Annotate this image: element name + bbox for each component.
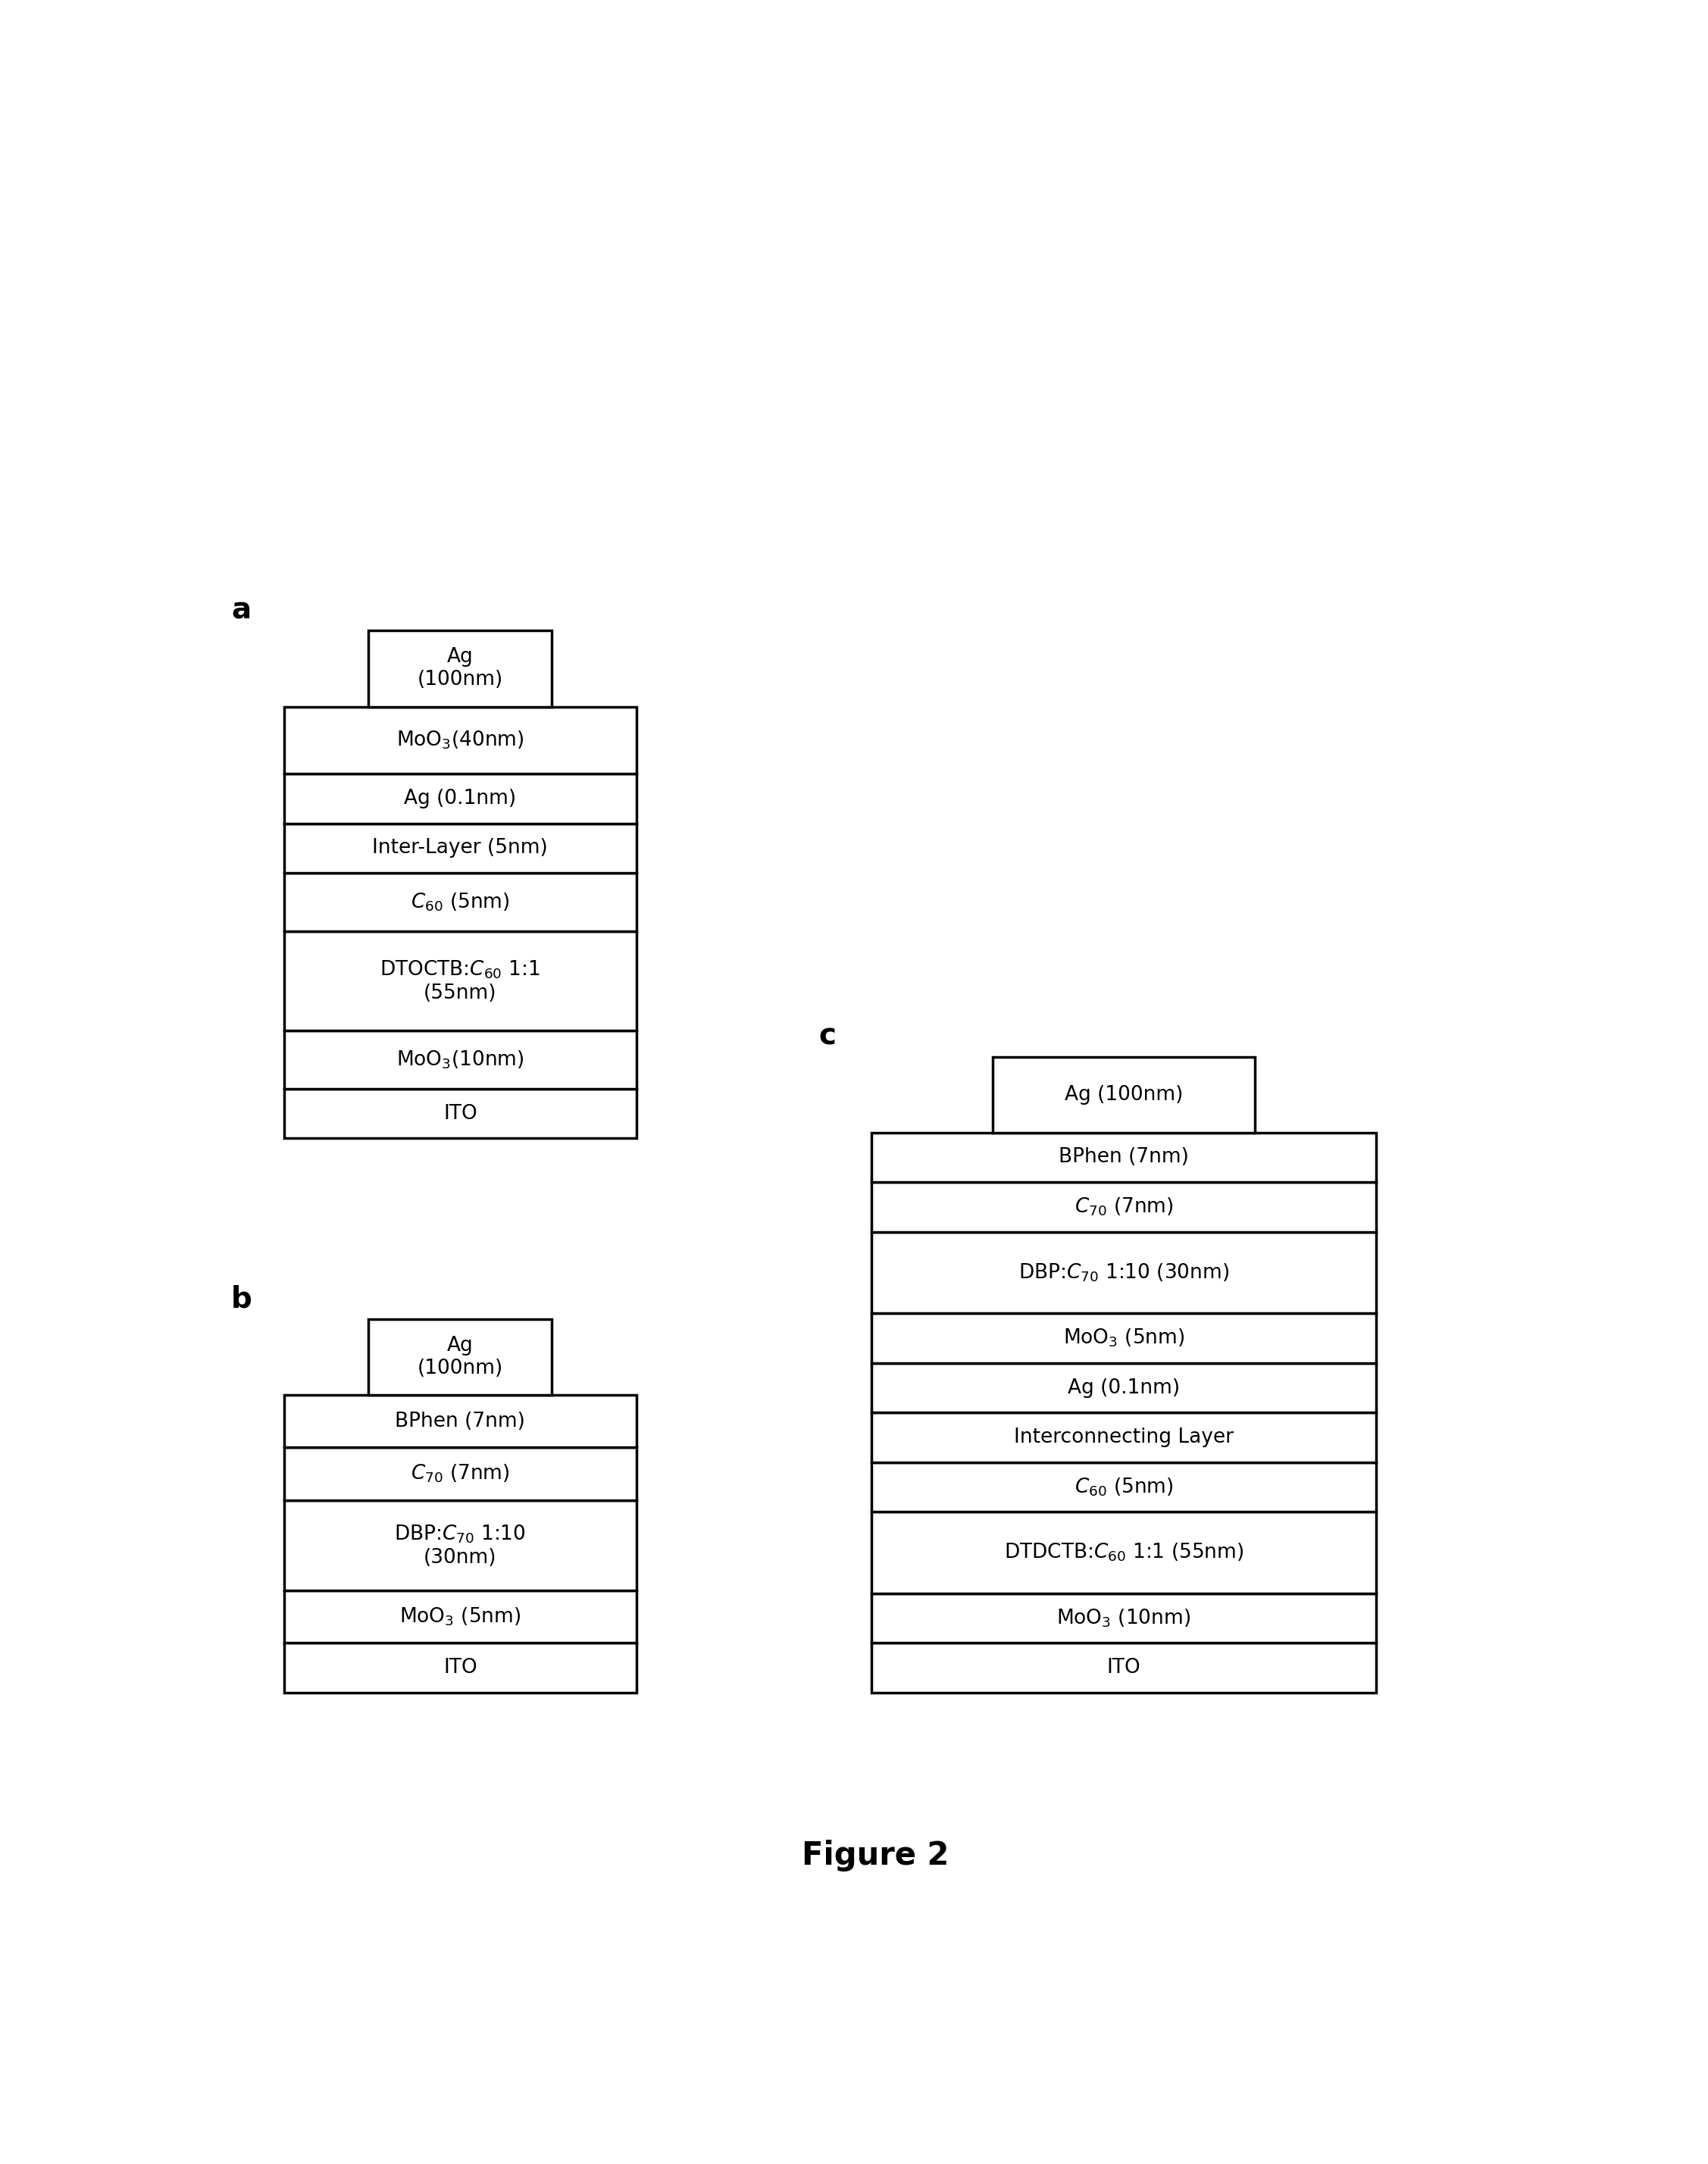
Bar	[871, 1593, 1377, 1642]
Text: MoO$_3$(10nm): MoO$_3$(10nm)	[396, 1050, 524, 1071]
Bar	[871, 1231, 1377, 1314]
Text: ITO: ITO	[1107, 1658, 1141, 1677]
Bar	[871, 1314, 1377, 1363]
Text: MoO$_3$ (10nm): MoO$_3$ (10nm)	[1057, 1608, 1190, 1629]
Text: ITO: ITO	[442, 1658, 477, 1677]
Text: Ag (0.1nm): Ag (0.1nm)	[405, 788, 516, 809]
Text: MoO$_3$ (5nm): MoO$_3$ (5nm)	[400, 1606, 521, 1627]
Bar	[284, 1642, 637, 1692]
Text: DTDCTB:$C_{60}$ 1:1 (55nm): DTDCTB:$C_{60}$ 1:1 (55nm)	[1004, 1541, 1243, 1562]
Text: Interconnecting Layer: Interconnecting Layer	[1015, 1428, 1233, 1448]
Text: Ag
(100nm): Ag (100nm)	[417, 1335, 504, 1378]
Bar	[871, 1132, 1377, 1182]
Text: Inter-Layer (5nm): Inter-Layer (5nm)	[372, 837, 548, 857]
Bar	[871, 1642, 1377, 1692]
Text: $C_{60}$ (5nm): $C_{60}$ (5nm)	[410, 892, 509, 913]
Text: c: c	[818, 1021, 835, 1052]
Text: MoO$_3$ (5nm): MoO$_3$ (5nm)	[1062, 1327, 1184, 1348]
Text: BPhen (7nm): BPhen (7nm)	[395, 1411, 526, 1430]
Bar	[871, 1413, 1377, 1463]
Bar	[284, 872, 637, 931]
Text: $C_{70}$ (7nm): $C_{70}$ (7nm)	[1074, 1197, 1173, 1218]
Text: b: b	[231, 1285, 253, 1314]
Bar	[871, 1463, 1377, 1513]
Text: DTOCTB:$C_{60}$ 1:1
(55nm): DTOCTB:$C_{60}$ 1:1 (55nm)	[379, 959, 540, 1002]
Bar	[871, 1182, 1377, 1231]
Bar	[369, 630, 552, 708]
Text: DBP:$C_{70}$ 1:10 (30nm): DBP:$C_{70}$ 1:10 (30nm)	[1018, 1262, 1230, 1283]
Bar	[284, 1448, 637, 1500]
Text: Ag
(100nm): Ag (100nm)	[417, 647, 504, 690]
Bar	[284, 822, 637, 872]
Bar	[284, 1500, 637, 1591]
Text: Figure 2: Figure 2	[801, 1839, 950, 1872]
Text: $C_{60}$ (5nm): $C_{60}$ (5nm)	[1074, 1476, 1173, 1497]
Bar	[284, 708, 637, 775]
Text: Ag (100nm): Ag (100nm)	[1064, 1084, 1184, 1104]
Text: DBP:$C_{70}$ 1:10
(30nm): DBP:$C_{70}$ 1:10 (30nm)	[395, 1523, 526, 1567]
Bar	[284, 1396, 637, 1448]
Bar	[871, 1363, 1377, 1413]
Text: BPhen (7nm): BPhen (7nm)	[1059, 1147, 1189, 1166]
Text: a: a	[231, 595, 251, 625]
Text: ITO: ITO	[442, 1104, 477, 1123]
Bar	[369, 1320, 552, 1396]
Text: MoO$_3$(40nm): MoO$_3$(40nm)	[396, 729, 524, 751]
Bar	[284, 1030, 637, 1088]
Bar	[284, 1591, 637, 1642]
Bar	[871, 1513, 1377, 1593]
Bar	[284, 775, 637, 822]
Text: $C_{70}$ (7nm): $C_{70}$ (7nm)	[410, 1463, 509, 1485]
Bar	[284, 1088, 637, 1138]
Text: Ag (0.1nm): Ag (0.1nm)	[1068, 1378, 1180, 1398]
Bar	[992, 1056, 1255, 1132]
Bar	[284, 931, 637, 1030]
